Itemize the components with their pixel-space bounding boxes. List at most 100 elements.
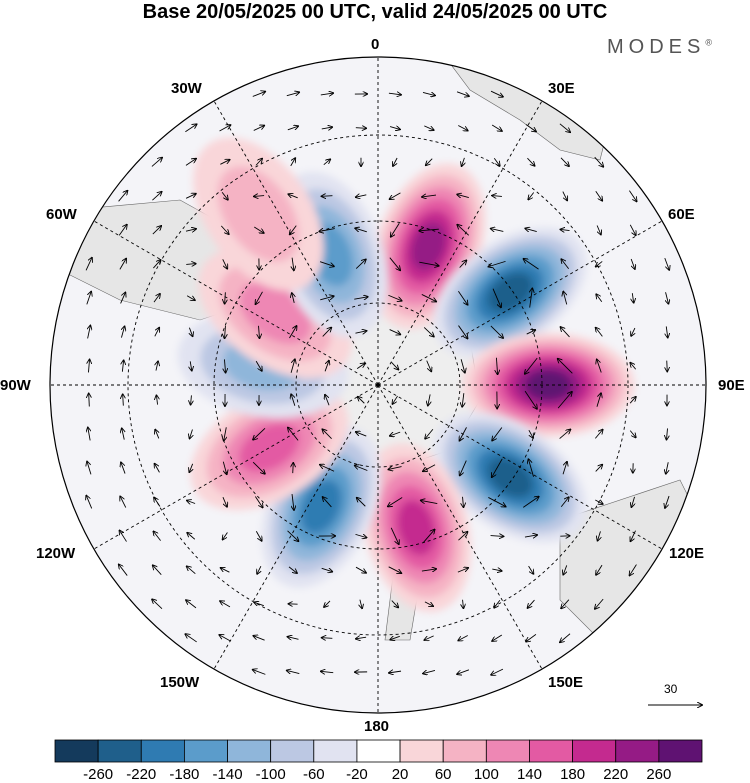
wind-vector-136: [630, 363, 637, 370]
wind-vector-72: [292, 257, 294, 271]
wind-vector-263: [424, 635, 434, 640]
wind-vector-47: [562, 191, 567, 201]
wind-vector-240: [596, 564, 603, 575]
wind-vector-144: [291, 394, 296, 406]
wind-vector-92: [354, 297, 367, 299]
wind-vector-2: [320, 93, 333, 95]
wind-vector-10: [253, 126, 264, 131]
wind-vector-104: [154, 328, 159, 337]
wind-vector-14: [389, 127, 400, 130]
wind-vector-152: [557, 392, 572, 409]
wind-vector-105: [189, 327, 192, 337]
colorbar-swatch-3: [183, 739, 228, 763]
colorbar-swatch-0: [54, 739, 99, 763]
wind-vector-171: [594, 430, 602, 439]
wind-vector-40: [322, 196, 333, 197]
wind-vector-64: [597, 225, 601, 234]
lon-label-150e: 150E: [548, 674, 584, 691]
wind-vector-213: [223, 532, 228, 539]
wind-vector-228: [187, 566, 196, 575]
wind-vector-127: [324, 361, 329, 372]
wind-vector-201: [388, 497, 403, 507]
meridian-240: [93, 384, 379, 550]
lat-circle-45: [127, 134, 629, 636]
wind-vector-264: [458, 635, 468, 640]
wind-vector-235: [421, 569, 436, 571]
brand-text: MODES: [607, 36, 706, 58]
wind-vector-173: [666, 428, 667, 439]
anomaly-1: [433, 227, 587, 358]
wind-vector-182: [355, 465, 368, 471]
lon-label-120e: 120E: [669, 545, 705, 562]
colorbar-swatch-11: [529, 739, 574, 763]
wind-vector-197: [254, 496, 262, 508]
wind-vector-48: [595, 191, 602, 200]
wind-vector-0: [252, 92, 265, 97]
wind-vector-112: [423, 327, 434, 336]
wind-vector-260: [322, 638, 333, 639]
wind-vector-67: [119, 259, 126, 270]
colorbar-label: -260: [83, 766, 114, 783]
wind-vector-34: [118, 191, 128, 202]
wind-vector-272: [389, 671, 402, 673]
wind-vector-159: [190, 429, 193, 439]
wind-vector-31: [527, 157, 534, 166]
colorbar-label: 260: [646, 766, 672, 783]
wind-vector-35: [152, 192, 161, 201]
wind-vector-175: [121, 462, 126, 474]
colorbar-label: -180: [169, 766, 200, 783]
wind-vector-24: [290, 158, 295, 167]
wind-vector-212: [187, 533, 196, 540]
wind-vector-203: [463, 496, 464, 507]
wind-vector-186: [492, 458, 503, 477]
wind-vector-50: [118, 225, 127, 236]
lon-label-120w: 120W: [36, 545, 76, 562]
wind-vector-91: [320, 296, 334, 301]
wind-vector-95: [458, 290, 467, 305]
wind-vector-227: [153, 565, 162, 575]
wind-vector-36: [185, 194, 196, 199]
colorbar-swatch-7: [356, 739, 401, 763]
wind-vector-82: [630, 258, 635, 269]
wind-vector-20: [151, 158, 162, 167]
wind-vector-29: [462, 157, 465, 166]
wind-vector-257: [219, 635, 231, 642]
wind-vector-49: [629, 190, 636, 202]
colorbar-label: -100: [255, 766, 286, 783]
wind-vector-9: [219, 125, 231, 132]
wind-vector-131: [460, 359, 465, 372]
wind-vector-139: [123, 394, 124, 406]
wind-vector-193: [120, 496, 127, 508]
wind-vector-270: [321, 671, 334, 672]
wind-vector-222: [524, 535, 537, 537]
wind-vector-13: [355, 128, 366, 129]
wind-vector-78: [488, 260, 506, 266]
wind-vector-124: [224, 359, 225, 372]
wind-vector-27: [393, 157, 398, 166]
wind-vector-132: [496, 357, 497, 375]
wind-vector-117: [596, 328, 603, 337]
wind-vector-151: [524, 390, 537, 409]
wind-vector-130: [426, 360, 432, 372]
map-title: Base 20/05/2025 00 UTC, valid 24/05/2025…: [142, 1, 608, 23]
lon-label-90e: 90E: [718, 377, 745, 394]
wind-vector-209: [665, 495, 670, 508]
wind-vector-122: [156, 361, 158, 371]
wind-vector-261: [356, 637, 367, 639]
wind-vector-58: [391, 222, 400, 237]
colorbar-swatch-5: [270, 739, 315, 763]
wind-vector-274: [457, 669, 470, 674]
wind-vector-55: [290, 225, 297, 235]
wind-vector-211: [153, 531, 161, 541]
wind-vector-17: [491, 124, 502, 131]
wind-vector-252: [494, 599, 501, 608]
wind-vector-25: [323, 159, 330, 166]
wind-vector-266: [526, 633, 537, 641]
wind-vector-42: [390, 192, 401, 199]
wind-vector-94: [421, 294, 436, 301]
reference-vector-label: 30: [664, 682, 678, 696]
wind-vector-238: [528, 565, 534, 574]
wind-vector-134: [558, 359, 573, 374]
wind-vector-85: [120, 293, 126, 304]
